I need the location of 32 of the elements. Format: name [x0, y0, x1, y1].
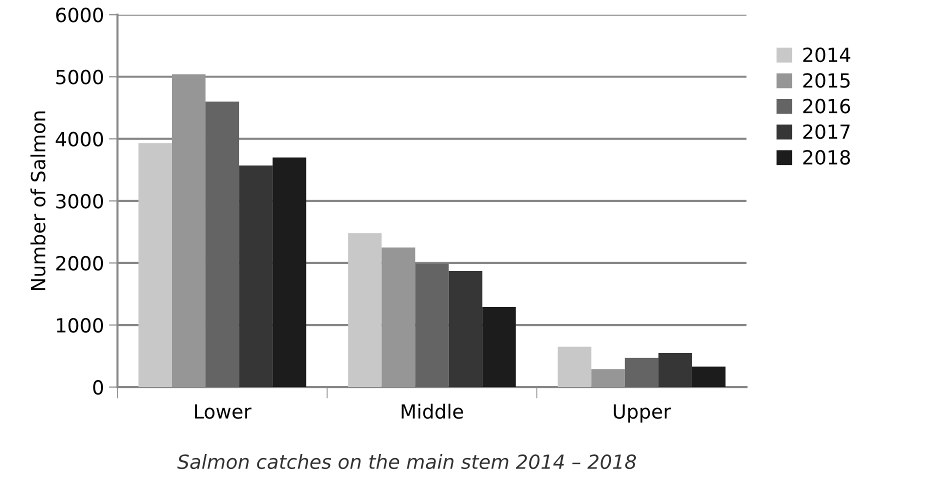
bar: [172, 74, 206, 388]
y-tick-label: 0: [93, 380, 103, 395]
bar: [206, 102, 240, 388]
x-tick-label: Lower: [195, 404, 252, 419]
y-tick-label: 3000: [56, 194, 103, 209]
legend-label: 2018: [803, 150, 850, 165]
legend-label: 2016: [803, 98, 850, 114]
bar: [692, 366, 726, 388]
bar: [382, 247, 416, 388]
bar: [624, 358, 658, 388]
x-tick-label: Upper: [614, 404, 672, 423]
bar: [558, 346, 592, 388]
bar: [272, 157, 306, 388]
bar: [415, 264, 449, 388]
bar: [482, 307, 516, 388]
y-tick-label: 2000: [56, 256, 103, 271]
bar: [591, 369, 625, 388]
bar: [658, 352, 692, 388]
legend-label: 2017: [803, 124, 850, 140]
text: Salmon catches on the main stem 2014 – 2018: [177, 454, 636, 470]
y-tick-label: 5000: [56, 70, 103, 84]
bar: [239, 166, 273, 388]
legend-label: 2015: [803, 73, 850, 88]
bar: [138, 143, 172, 388]
y-tick-label: 6000: [56, 8, 103, 22]
y-tick-label: 4000: [56, 132, 103, 146]
y-axis-title: Number of Salmon: [30, 112, 46, 290]
x-tick-label: Middle: [402, 404, 464, 419]
bar: [348, 233, 382, 388]
bar: [448, 271, 482, 388]
y-tick-label: 1000: [56, 318, 103, 333]
legend-label: 2014: [803, 47, 850, 62]
